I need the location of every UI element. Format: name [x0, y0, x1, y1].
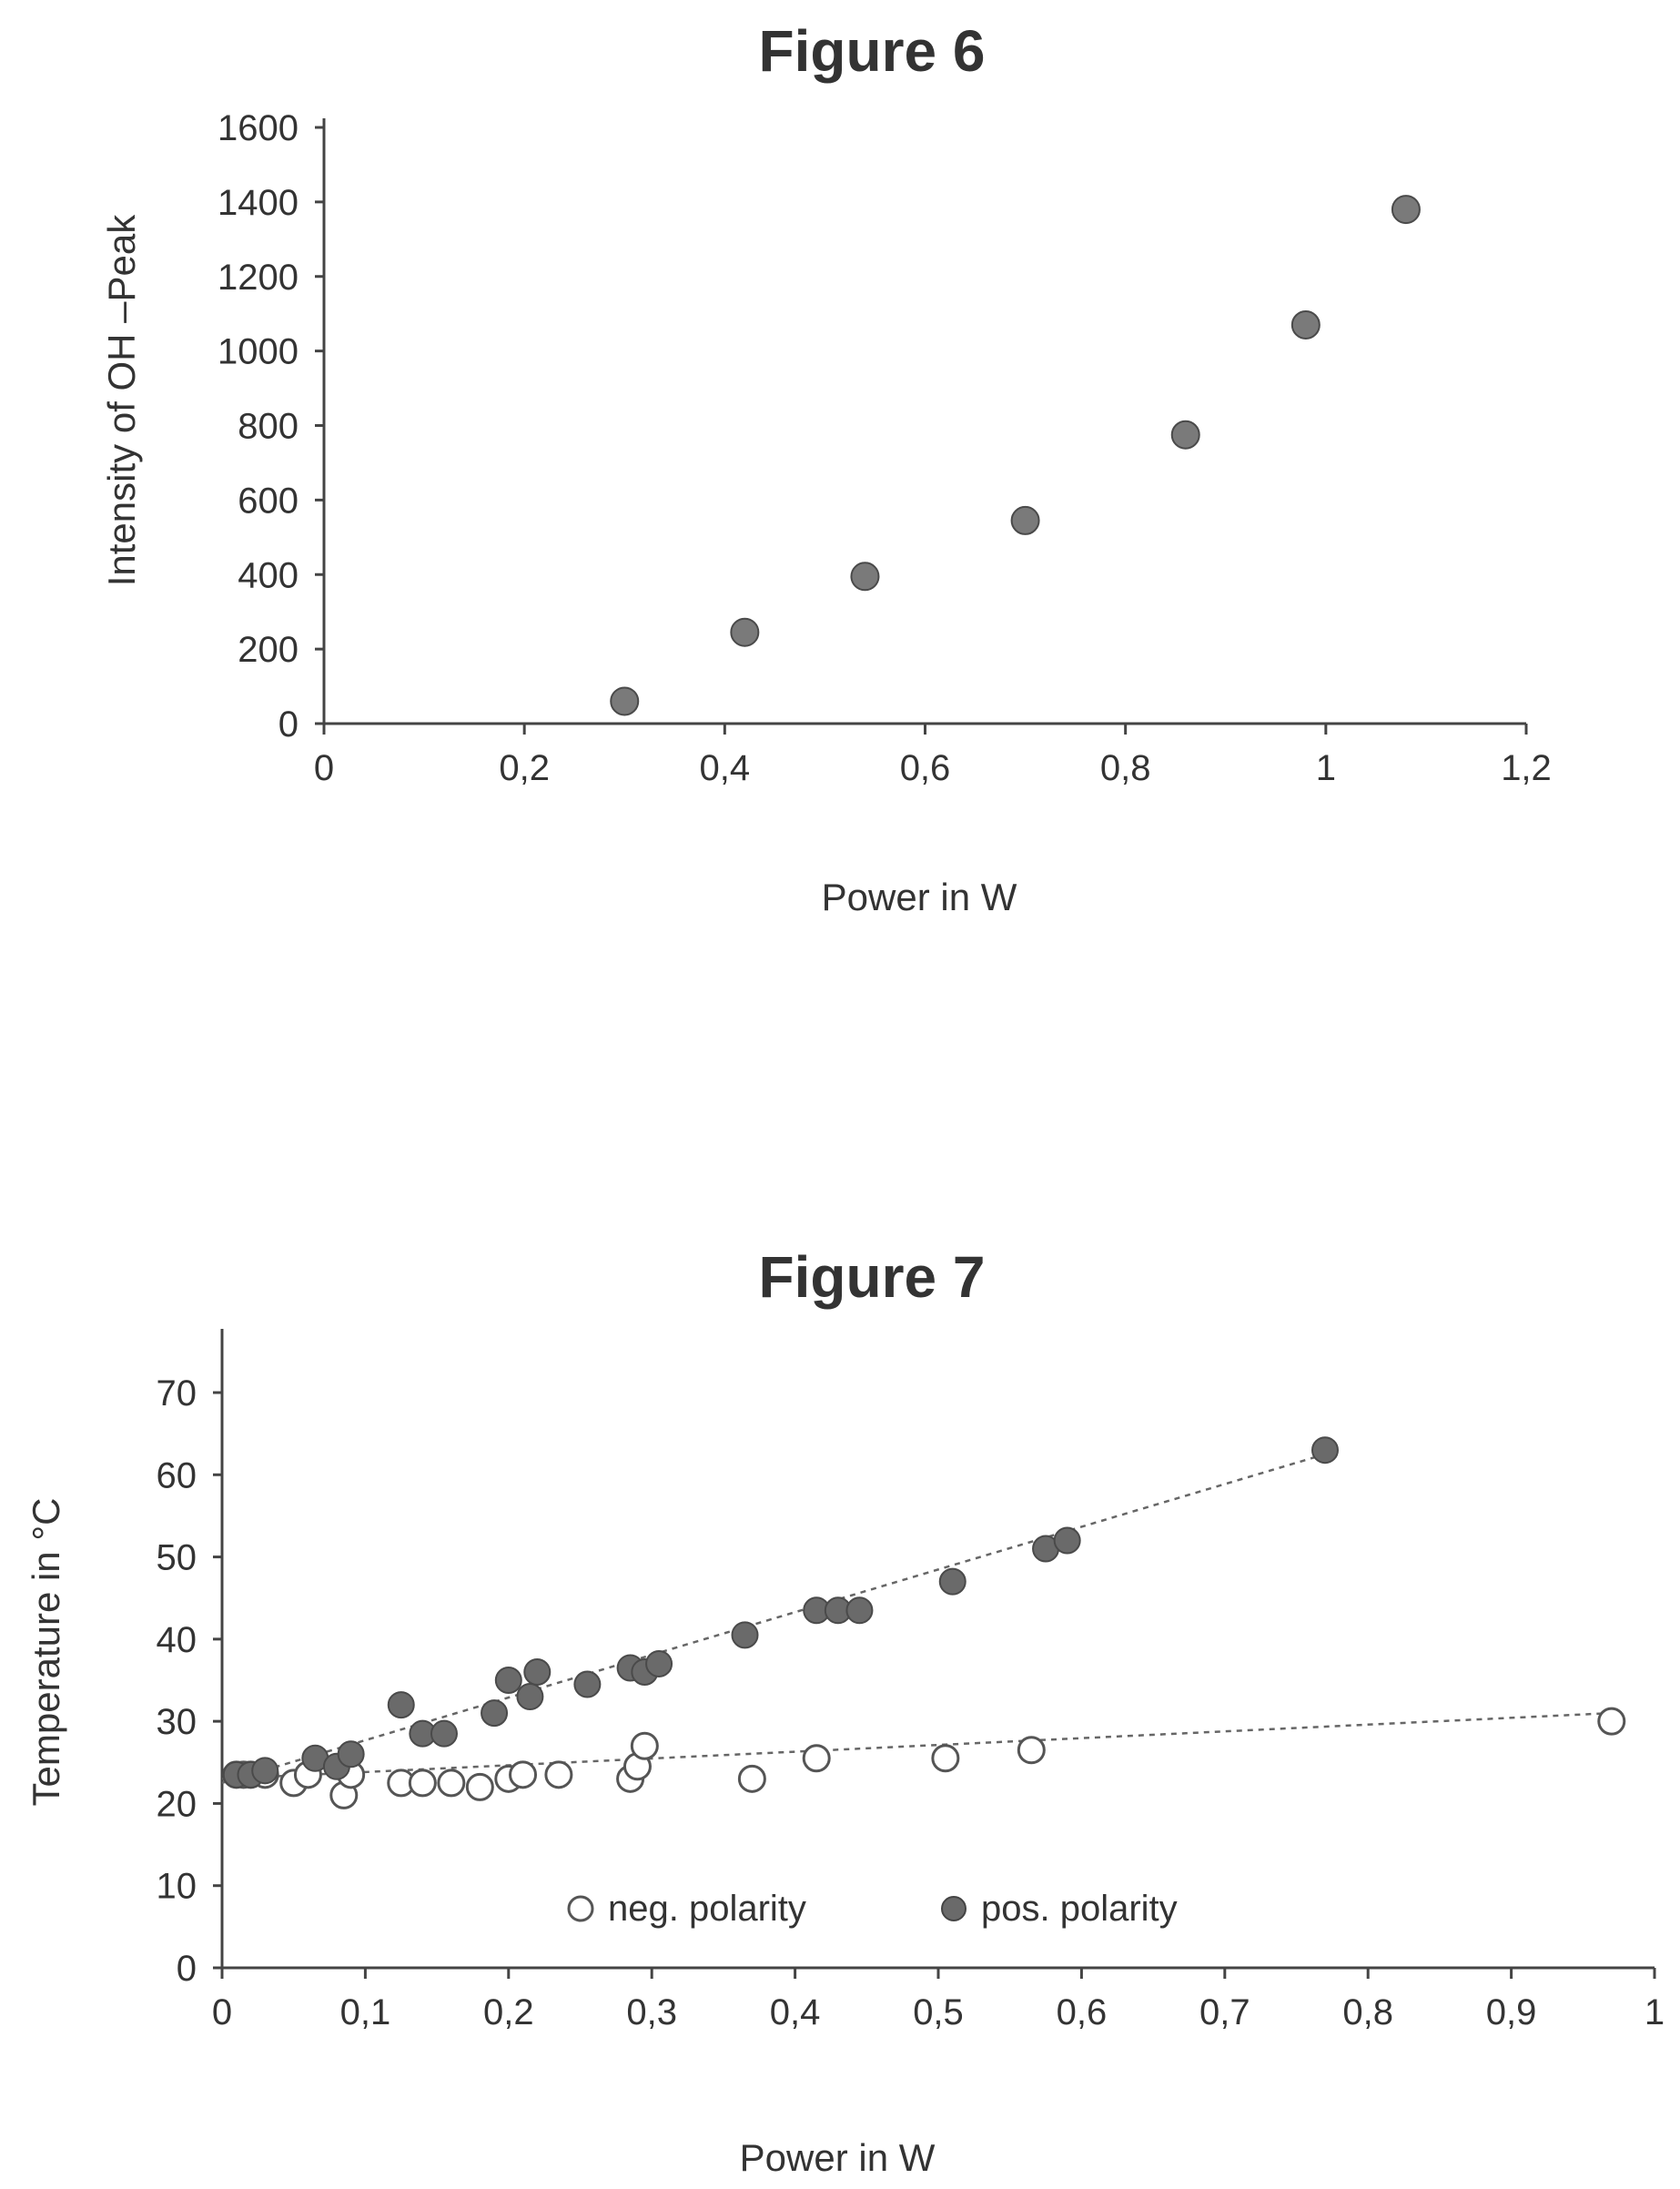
figure-7-x-axis-title: Power in W — [740, 2136, 936, 2179]
data-point-neg-polarity — [509, 1760, 538, 1789]
figure-6-title: Figure 6 — [759, 18, 986, 84]
data-point-series — [730, 617, 760, 647]
y-tick-label: 20 — [157, 1784, 197, 1824]
data-point-pos-polarity — [481, 1699, 509, 1728]
data-point-pos-polarity — [523, 1657, 552, 1686]
figure-7-legend: neg. polarity pos. polarity — [567, 1889, 1178, 1929]
y-tick-label: 10 — [157, 1867, 197, 1907]
x-tick-label: 0,6 — [1057, 1992, 1108, 2032]
x-tick-label: 0,9 — [1486, 1992, 1537, 2032]
data-point-pos-polarity — [430, 1719, 458, 1748]
x-tick-label: 0 — [314, 748, 334, 788]
x-tick-label: 1 — [1316, 748, 1336, 788]
figure-7-title: Figure 7 — [759, 1244, 986, 1310]
x-tick-label: 0,4 — [770, 1992, 821, 2032]
data-point-pos-polarity — [494, 1667, 522, 1694]
y-tick-label: 40 — [157, 1620, 197, 1660]
data-point-neg-polarity — [737, 1764, 766, 1793]
y-tick-label: 200 — [238, 630, 299, 670]
x-tick-label: 0,4 — [700, 748, 751, 788]
y-tick-label: 1400 — [218, 183, 299, 223]
x-tick-label: 1,2 — [1501, 748, 1552, 788]
data-point-neg-polarity — [931, 1744, 960, 1773]
data-point-pos-polarity — [516, 1683, 544, 1711]
y-tick-label: 70 — [157, 1373, 197, 1414]
x-tick-label: 0,2 — [483, 1992, 534, 2032]
legend-neg-polarity-marker — [567, 1895, 594, 1922]
data-point-neg-polarity — [802, 1744, 831, 1773]
figure-6-x-axis-title: Power in W — [822, 876, 1017, 918]
x-tick-label: 0,6 — [900, 748, 951, 788]
x-tick-label: 0,2 — [499, 748, 550, 788]
data-point-series — [1010, 505, 1040, 535]
x-tick-label: 0,8 — [1100, 748, 1151, 788]
x-tick-label: 0,5 — [913, 1992, 964, 2032]
data-point-pos-polarity — [337, 1740, 365, 1768]
x-tick-label: 0,1 — [340, 1992, 391, 2032]
data-point-series — [1290, 309, 1321, 339]
trendline-neg-polarity — [221, 1711, 1612, 1780]
y-tick-label: 50 — [157, 1538, 197, 1578]
data-point-pos-polarity — [731, 1621, 759, 1649]
data-point-neg-polarity — [465, 1772, 494, 1801]
figure-6-y-axis-title: Intensity of OH –Peak — [100, 214, 143, 587]
x-tick-label: 0,7 — [1199, 1992, 1250, 2032]
x-tick-label: 1 — [1645, 1992, 1665, 2032]
y-tick-label: 60 — [157, 1455, 197, 1495]
y-tick-label: 1200 — [218, 258, 299, 298]
data-point-pos-polarity — [845, 1596, 874, 1625]
data-point-series — [1391, 195, 1421, 225]
x-tick-label: 0 — [212, 1992, 232, 2032]
data-point-pos-polarity — [938, 1567, 967, 1596]
data-point-series — [1170, 420, 1200, 450]
legend-pos-polarity-marker — [941, 1896, 967, 1921]
data-point-series — [610, 686, 640, 716]
y-tick-label: 800 — [238, 407, 299, 447]
y-tick-label: 1000 — [218, 332, 299, 372]
data-point-neg-polarity — [630, 1731, 659, 1760]
data-point-pos-polarity — [387, 1691, 415, 1719]
y-tick-label: 30 — [157, 1702, 197, 1742]
y-tick-label: 600 — [238, 481, 299, 521]
legend-pos-polarity-label: pos. polarity — [981, 1889, 1178, 1929]
y-tick-label: 0 — [177, 1949, 197, 1989]
data-point-neg-polarity — [437, 1768, 466, 1798]
figure-6-chart: Figure 6 Intensity of OH –Peak Power in … — [100, 18, 1552, 918]
y-tick-label: 400 — [238, 555, 299, 595]
data-point-neg-polarity — [544, 1760, 573, 1789]
legend-neg-polarity-label: neg. polarity — [608, 1889, 806, 1929]
data-point-neg-polarity — [1597, 1707, 1626, 1736]
data-point-pos-polarity — [1053, 1526, 1081, 1555]
data-point-neg-polarity — [1017, 1736, 1046, 1765]
x-tick-label: 0,3 — [626, 1992, 677, 2032]
data-point-pos-polarity — [645, 1649, 673, 1677]
trendline-pos-polarity — [221, 1453, 1326, 1785]
data-point-neg-polarity — [408, 1768, 437, 1798]
x-tick-label: 0,8 — [1342, 1992, 1393, 2032]
y-tick-label: 1600 — [218, 108, 299, 148]
data-point-series — [850, 562, 880, 592]
y-tick-label: 0 — [278, 704, 299, 745]
data-point-pos-polarity — [573, 1670, 602, 1698]
data-point-pos-polarity — [1311, 1436, 1339, 1464]
figure-7-y-axis-title: Temperature in °C — [25, 1498, 67, 1807]
figure-7-chart: Figure 7 Temperature in °C Power in W 0 1… — [25, 1244, 1665, 2179]
data-point-pos-polarity — [251, 1757, 279, 1785]
